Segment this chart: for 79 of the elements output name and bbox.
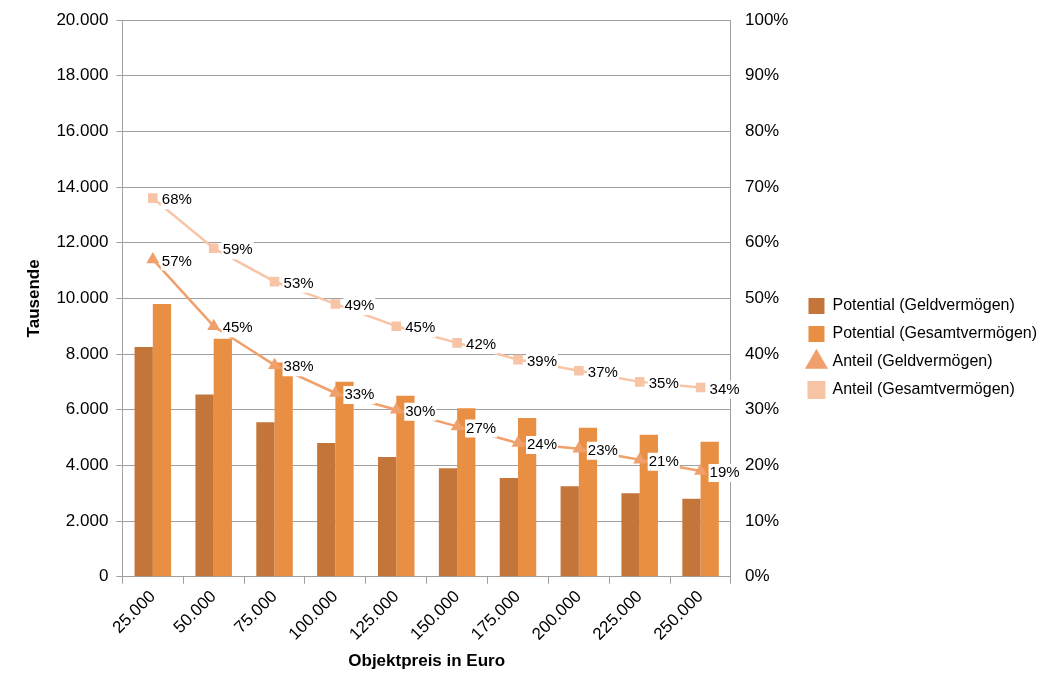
y2-tick-label: 80% (744, 121, 780, 141)
bar (438, 468, 458, 577)
data-label: 42% (466, 335, 497, 353)
data-label: 27% (466, 418, 497, 436)
point (512, 436, 524, 447)
point (695, 382, 706, 393)
y2-tick-label: 30% (744, 399, 780, 419)
data-label: 39% (526, 351, 558, 369)
data-label: 34% (709, 379, 740, 397)
data-label: 57% (161, 251, 192, 269)
y-tick-label: 20.000 (56, 9, 109, 29)
data-label: 49% (344, 296, 375, 314)
point (390, 403, 402, 414)
point (330, 299, 341, 309)
point (574, 365, 584, 376)
bar (256, 422, 275, 577)
data-label: 33% (344, 385, 375, 403)
point (452, 338, 462, 348)
y2-tick-label: 60% (744, 232, 780, 252)
y2-tick-label: 50% (744, 288, 780, 308)
bar (152, 303, 172, 577)
bar (682, 498, 701, 577)
y2-tick-label: 0% (744, 566, 770, 586)
y2-tick-label: 100% (744, 9, 789, 29)
y-tick-label: 8.000 (65, 343, 109, 363)
data-label: 24% (526, 435, 558, 453)
bar (621, 493, 640, 577)
point (513, 354, 523, 365)
data-label: 30% (405, 401, 436, 419)
y2-tick-label: 90% (744, 65, 780, 85)
data-label: 45% (405, 318, 436, 336)
data-label: 19% (709, 463, 740, 481)
point (208, 319, 220, 330)
point (208, 243, 219, 254)
y-tick-label: 18.000 (56, 65, 109, 85)
data-label: 38% (283, 357, 314, 375)
legend-label: Anteil (Gesamtvermögen) (832, 380, 1015, 398)
legend-label: Potential (Geldvermögen) (832, 296, 1015, 314)
point (147, 253, 159, 264)
y-tick-label: 2.000 (65, 510, 109, 530)
y-tick-label: 12.000 (56, 232, 109, 252)
data-label: 45% (222, 318, 253, 336)
y-tick-label: 4.000 (65, 455, 109, 475)
bar (378, 457, 397, 577)
legend-label: Potential (Gesamtvermögen) (832, 324, 1037, 342)
data-label: 59% (222, 240, 253, 258)
y2-tick-label: 70% (744, 176, 780, 196)
y2-tick-label: 10% (744, 510, 780, 530)
point (329, 386, 341, 397)
point (268, 358, 281, 369)
data-label: 35% (648, 374, 679, 392)
data-label: 21% (648, 451, 679, 469)
bar (195, 394, 214, 577)
point (269, 276, 280, 287)
y-tick-label: 16.000 (56, 121, 109, 141)
data-label: 23% (587, 440, 618, 458)
point (451, 420, 463, 431)
point (148, 193, 158, 203)
data-label: 68% (161, 190, 192, 208)
x-axis-title: Objektpreis in Euro (348, 651, 506, 671)
y-tick-label: 14.000 (56, 176, 109, 196)
bar (499, 477, 518, 577)
point (573, 442, 585, 453)
point (634, 377, 645, 387)
point (634, 453, 646, 464)
y-tick-label: 10.000 (56, 288, 109, 308)
y-tick-label: 0 (98, 566, 109, 586)
point (391, 321, 402, 331)
y2-tick-label: 20% (744, 455, 780, 475)
bar (134, 347, 153, 577)
point (694, 464, 707, 475)
legend-label: Anteil (Geldvermögen) (832, 352, 993, 370)
y-tick-label: 6.000 (65, 399, 109, 419)
data-label: 37% (587, 362, 618, 380)
y2-tick-label: 40% (744, 343, 780, 363)
bar (560, 486, 579, 577)
data-label: 53% (283, 273, 314, 291)
y-axis-title: Tausende (23, 259, 43, 338)
bar (317, 443, 336, 577)
